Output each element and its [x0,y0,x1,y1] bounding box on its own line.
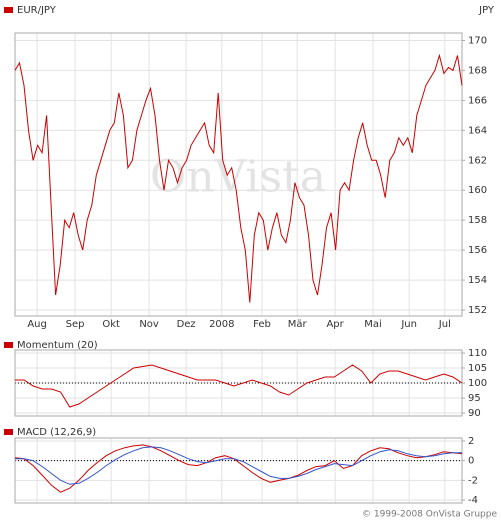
x-tick-label: Mai [364,319,382,330]
legend-label: Momentum (20) [17,340,98,351]
y-tick-label: 105 [468,363,487,374]
y-tick-label: 2 [468,436,474,447]
y-tick-label: 110 [468,348,487,359]
data-line [15,364,463,408]
legend-swatch [4,7,13,13]
unit-label: JPY [478,5,495,16]
x-tick-label: Aug [27,319,47,330]
data-line [14,444,463,493]
x-tick-label: Jun [400,319,417,330]
y-tick-label: 90 [468,408,481,419]
x-tick-label: 2008 [209,319,234,330]
footer: © 1999-2008 OnVista Gruppe [362,510,497,520]
y-tick-label: 166 [468,95,487,106]
y-tick-label: 154 [468,275,487,286]
y-tick-label: -4 [468,495,478,506]
y-tick-label: 170 [468,35,487,46]
data-line [14,53,463,303]
y-tick-label: 0 [468,456,474,467]
x-tick-label: Sep [66,319,85,330]
x-tick-label: Feb [253,319,271,330]
y-tick-label: -2 [468,475,478,486]
y-tick-label: 100 [468,378,487,389]
x-tick-label: Nov [139,319,159,330]
x-tick-label: Jul [438,319,451,330]
y-tick-label: 156 [468,245,487,256]
plot-frame [14,32,463,317]
x-tick-label: Apr [326,319,344,330]
y-tick-label: 158 [468,215,487,226]
y-tick-label: 160 [468,185,487,196]
legend-label: EUR/JPY [17,5,57,16]
y-tick-label: 164 [468,125,487,136]
x-tick-label: Mär [288,319,308,330]
x-tick-label: Okt [102,319,120,330]
data-line [15,446,462,485]
plot-frame [14,437,463,504]
x-tick-label: Dez [177,319,196,330]
y-tick-label: 152 [468,305,487,316]
y-tick-label: 162 [468,155,487,166]
watermark: OnVista [150,152,326,203]
legend-swatch [4,342,13,348]
y-tick-label: 168 [468,65,487,76]
legend-label: MACD (12,26,9) [17,427,96,438]
legend-swatch [4,429,13,435]
y-tick-label: 95 [468,393,481,404]
